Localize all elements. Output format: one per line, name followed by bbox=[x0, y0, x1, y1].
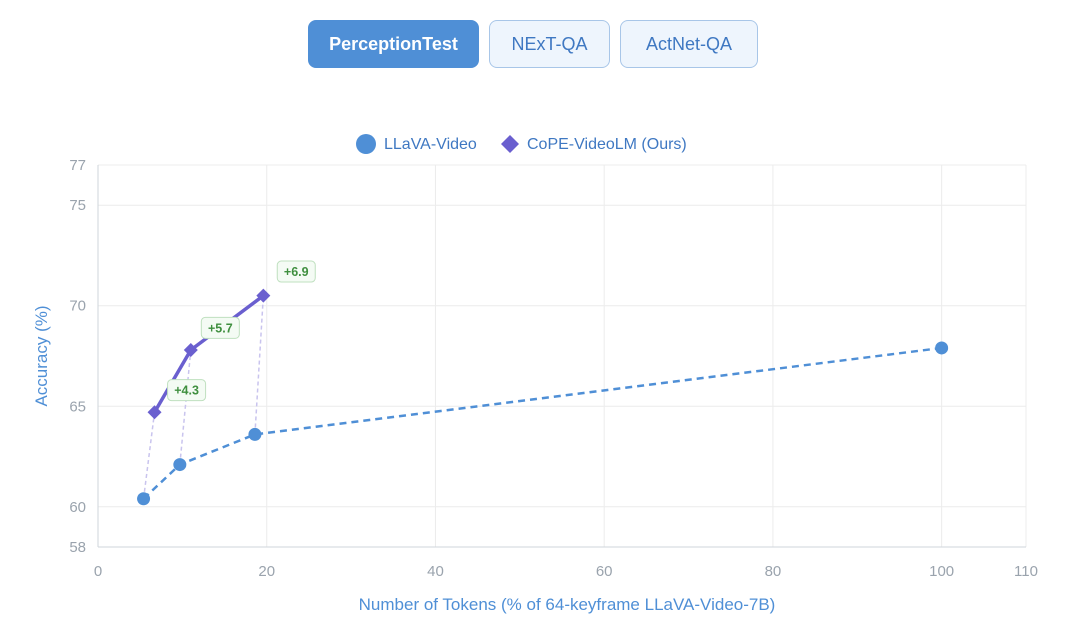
tab-actnet-qa[interactable]: ActNet-QA bbox=[620, 20, 758, 68]
x-tick-label: 110 bbox=[1014, 563, 1038, 580]
y-tick-label: 58 bbox=[69, 539, 86, 556]
cope-videolm-point bbox=[147, 405, 162, 420]
y-tick-label: 65 bbox=[69, 398, 86, 415]
axes: 0 20 40 60 80 100 110 58 60 65 70 75 77 Number of Tok… bbox=[32, 157, 1038, 614]
cope-videolm-point bbox=[256, 288, 271, 303]
x-tick-label: 60 bbox=[596, 563, 613, 580]
x-axis-title: Number of Tokens (% of 64-keyframe LLaVA… bbox=[359, 595, 776, 614]
y-tick-label: 60 bbox=[69, 499, 86, 516]
x-tick-label: 80 bbox=[765, 563, 782, 580]
y-tick-label: 77 bbox=[69, 157, 86, 174]
legend-cope-videolm-label: CoPE-VideoLM (Ours) bbox=[527, 136, 687, 153]
gain-label-box bbox=[167, 379, 207, 402]
gain-label: +6.9 bbox=[284, 265, 309, 279]
y-axis-title: Accuracy (%) bbox=[32, 305, 51, 406]
tab-next-qa[interactable]: NExT-QA bbox=[489, 20, 610, 68]
x-tick-label: 100 bbox=[929, 563, 954, 580]
gain-label: +4.3 bbox=[174, 384, 199, 398]
cope-videolm-point bbox=[183, 342, 198, 357]
legend-cope-videolm-marker bbox=[501, 135, 519, 153]
x-tick-label: 40 bbox=[427, 563, 444, 580]
llava-video-point bbox=[173, 458, 187, 472]
grid bbox=[97, 164, 1027, 548]
gain-connector bbox=[254, 295, 265, 435]
gain-label-box bbox=[200, 316, 240, 339]
legend: LLaVA-Video CoPE-VideoLM (Ours) bbox=[356, 134, 687, 154]
gain-label-box bbox=[276, 260, 316, 283]
llava-video-line bbox=[142, 346, 942, 500]
llava-video-point bbox=[248, 427, 262, 441]
gain-label: +5.7 bbox=[208, 321, 233, 335]
x-tick-label: 0 bbox=[94, 563, 102, 580]
gain-connector bbox=[142, 412, 156, 499]
gain-annotations: +4.3 +5.7 +6.9 bbox=[167, 260, 316, 402]
llava-video-point bbox=[137, 492, 151, 506]
series-lines bbox=[142, 294, 942, 500]
gain-connectors bbox=[142, 295, 265, 499]
tab-perceptiontest[interactable]: PerceptionTest bbox=[308, 20, 479, 68]
x-tick-label: 20 bbox=[258, 563, 275, 580]
dataset-tabs: PerceptionTest NExT-QA ActNet-QA bbox=[0, 20, 1067, 70]
series-points bbox=[137, 288, 949, 506]
y-tick-label: 70 bbox=[69, 298, 86, 315]
legend-llava-video-label: LLaVA-Video bbox=[384, 136, 477, 153]
gain-connector bbox=[179, 349, 192, 465]
y-tick-label: 75 bbox=[69, 197, 86, 214]
llava-video-point bbox=[935, 341, 949, 355]
legend-llava-video-marker bbox=[356, 134, 376, 154]
